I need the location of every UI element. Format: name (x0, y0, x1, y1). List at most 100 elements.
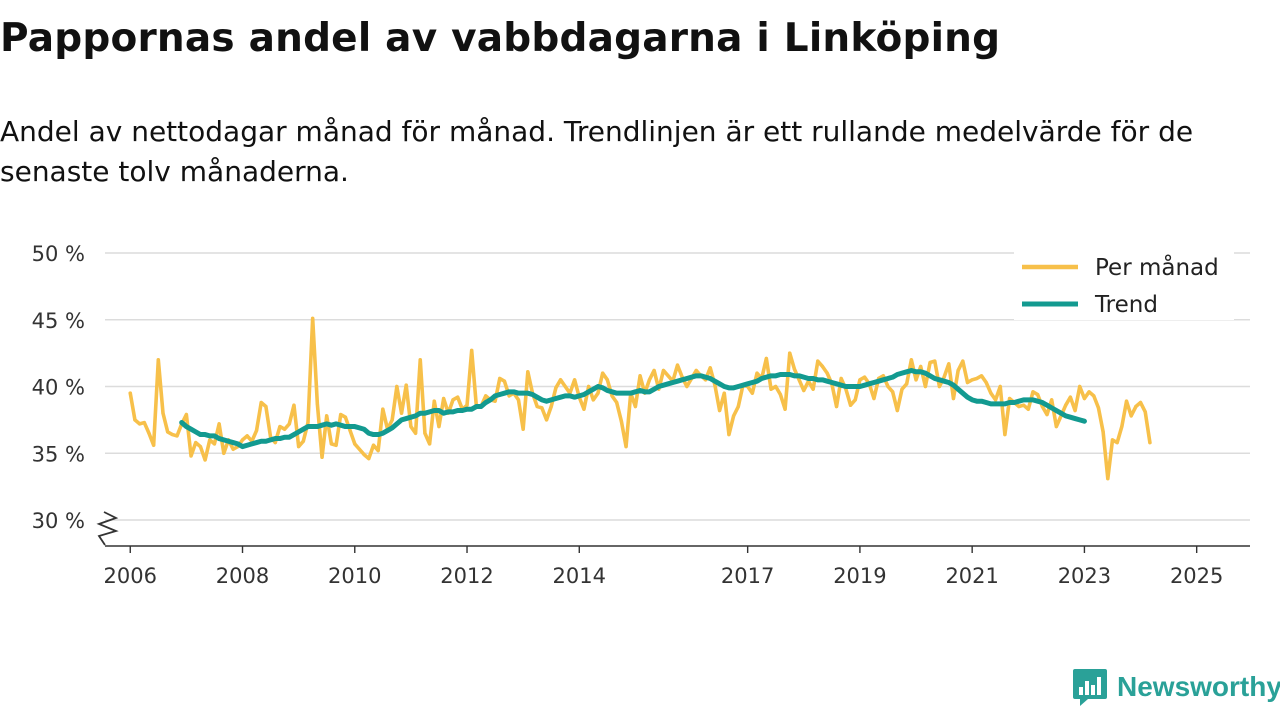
chart-title: Pappornas andel av vabbdagarna i Linköpi… (0, 16, 1001, 61)
data-point (226, 439, 231, 444)
data-point (184, 412, 188, 417)
data-point (418, 358, 422, 362)
data-point (843, 384, 849, 389)
data-point (244, 443, 250, 448)
data-point (1049, 405, 1054, 411)
legend-label-per-manad: Per månad (1095, 253, 1219, 281)
data-point (394, 421, 400, 427)
data-point (441, 411, 446, 416)
data-point (993, 401, 998, 407)
data-point (380, 431, 386, 436)
data-point (1092, 394, 1096, 398)
data-point (259, 400, 263, 405)
data-point (891, 390, 895, 394)
y-tick-label: 35 % (32, 442, 85, 466)
y-axis-tick-labels: 30 % 35 % 40 % 45 % 50 % (32, 242, 85, 533)
data-point (605, 388, 610, 393)
data-point (867, 381, 872, 387)
data-point (404, 416, 409, 421)
data-point (1096, 406, 1101, 410)
data-point (610, 394, 614, 398)
legend: Per månad Trend (1014, 246, 1234, 320)
data-point (947, 362, 951, 366)
data-point (147, 431, 151, 435)
data-point (493, 399, 497, 403)
data-point (357, 425, 362, 431)
data-point (343, 424, 348, 429)
data-point (1063, 413, 1068, 419)
data-point (1068, 415, 1073, 420)
data-point (628, 390, 633, 396)
data-point (839, 382, 844, 388)
data-point (666, 374, 670, 378)
data-point (1106, 477, 1110, 481)
data-point (637, 388, 643, 393)
data-point (409, 424, 413, 429)
data-point (1036, 392, 1040, 397)
data-point (133, 418, 137, 422)
data-point (796, 373, 802, 379)
data-point (413, 413, 418, 419)
data-point (731, 385, 736, 391)
data-point (296, 429, 301, 435)
data-point (1050, 398, 1054, 402)
data-point (718, 408, 722, 413)
data-point (904, 369, 909, 375)
axis-break-symbol (96, 511, 119, 546)
data-point (965, 394, 970, 400)
data-point (549, 404, 553, 409)
data-point (900, 387, 904, 391)
data-point (437, 424, 441, 429)
data-point (820, 377, 825, 383)
data-point (722, 391, 726, 395)
data-point (969, 397, 975, 403)
data-point (769, 387, 773, 391)
data-point (1143, 410, 1147, 414)
data-point (984, 380, 988, 385)
data-point (1022, 403, 1026, 407)
data-point (492, 393, 498, 399)
data-point (264, 404, 268, 409)
data-point (1087, 390, 1091, 394)
data-point (549, 397, 554, 403)
x-tick-label: 2014 (553, 564, 606, 588)
data-point (128, 391, 132, 395)
data-point (1078, 384, 1082, 389)
data-point (895, 408, 899, 413)
x-tick-label: 2019 (833, 564, 886, 588)
data-point (998, 384, 1002, 389)
data-point (801, 374, 806, 380)
data-point (544, 398, 549, 404)
data-point (975, 376, 979, 381)
data-point (325, 414, 329, 418)
data-point (554, 386, 558, 390)
data-point (240, 438, 245, 442)
data-point (315, 402, 319, 406)
data-point (853, 398, 857, 402)
data-point (871, 380, 877, 385)
legend-background (1014, 246, 1234, 320)
data-point (825, 371, 829, 375)
data-point (703, 374, 708, 380)
data-point (563, 393, 568, 399)
data-point (470, 348, 474, 353)
y-tick-label: 30 % (32, 509, 85, 533)
data-point (422, 411, 428, 416)
data-point (961, 359, 965, 363)
data-point (1045, 412, 1049, 417)
data-point (375, 432, 381, 437)
data-point (1101, 430, 1105, 434)
data-point (498, 376, 502, 381)
data-point (816, 359, 820, 363)
data-point (203, 458, 207, 462)
data-point (965, 380, 970, 385)
data-point (1007, 396, 1012, 401)
data-point (287, 435, 292, 440)
data-point (642, 389, 647, 395)
data-point (1110, 438, 1115, 442)
data-point (371, 432, 376, 437)
data-point (460, 408, 465, 413)
data-point (820, 364, 825, 369)
data-point (268, 437, 273, 443)
y-tick-label: 40 % (32, 376, 85, 400)
